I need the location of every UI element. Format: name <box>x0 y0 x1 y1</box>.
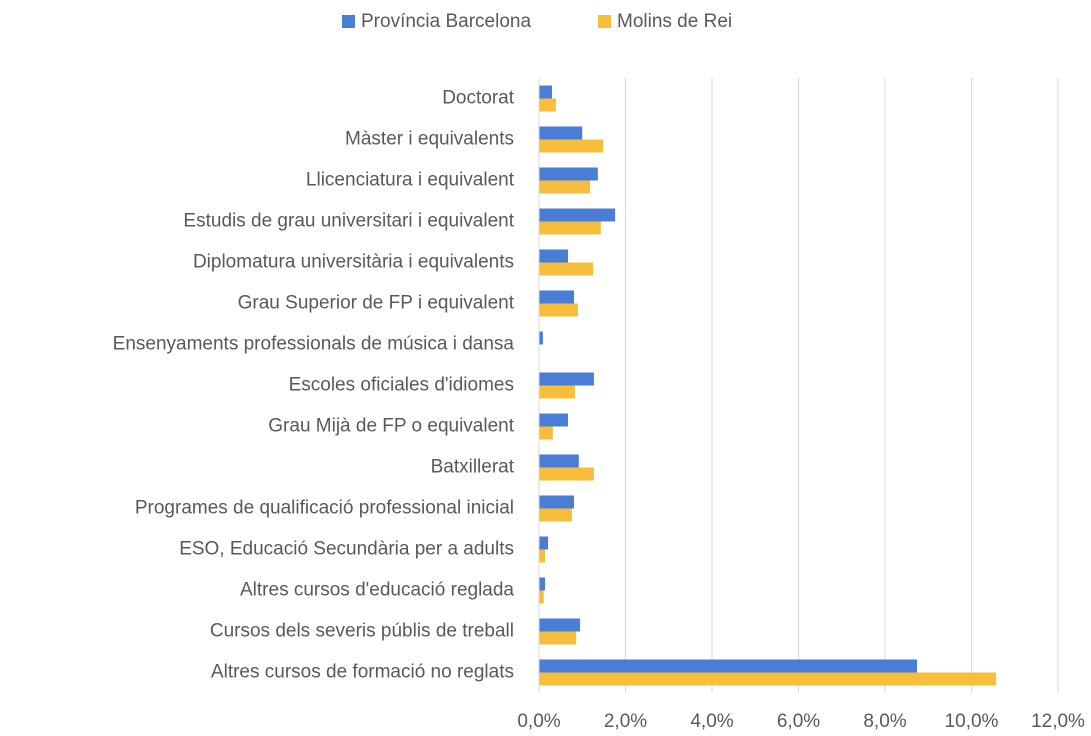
y-tick-label: Màster i equivalents <box>345 129 514 150</box>
x-tick-label: 10,0% <box>945 711 999 732</box>
bar <box>539 413 568 427</box>
y-tick-label: Programes de qualificació professional i… <box>135 498 514 519</box>
bar <box>539 85 552 99</box>
bar <box>539 167 598 181</box>
bar <box>539 331 543 345</box>
bar <box>539 467 594 481</box>
y-tick-label: ESO, Educació Secundària per a adults <box>179 539 514 560</box>
bar <box>539 126 583 140</box>
y-tick-label: Escoles oficiales d'idiomes <box>289 375 514 396</box>
x-tick-label: 8,0% <box>863 711 906 732</box>
bar <box>539 508 572 522</box>
bar <box>539 577 546 591</box>
legend-swatch <box>598 15 611 28</box>
bar <box>539 262 594 276</box>
y-tick-label: Llicenciatura i equivalent <box>306 170 515 191</box>
bar <box>539 495 575 509</box>
bar <box>539 208 616 222</box>
x-tick-label: 0,0% <box>517 711 560 732</box>
y-tick-label: Batxillerat <box>431 457 515 478</box>
legend-swatch <box>342 15 355 28</box>
legend-label: Província Barcelona <box>361 11 531 32</box>
bar <box>539 385 575 399</box>
legend-label: Molins de Rei <box>617 11 732 32</box>
y-tick-label: Altres cursos de formació no reglats <box>211 662 514 683</box>
y-tick-label: Diplomatura universitària i equivalents <box>193 252 514 273</box>
y-tick-label: Cursos dels severis públis de treball <box>210 621 514 642</box>
bar <box>539 139 604 153</box>
bar <box>539 249 568 263</box>
bar <box>539 290 575 304</box>
bar <box>539 659 918 673</box>
y-tick-label: Ensenyaments professionals de música i d… <box>113 334 515 355</box>
x-tick-label: 2,0% <box>604 711 647 732</box>
y-tick-label: Estudis de grau universitari i equivalen… <box>183 211 514 232</box>
y-tick-label: Grau Superior de FP i equivalent <box>238 293 515 314</box>
bar <box>539 303 578 317</box>
x-tick-label: 4,0% <box>690 711 733 732</box>
bar <box>539 372 594 386</box>
bar <box>539 98 556 112</box>
y-tick-label: Altres cursos d'educació reglada <box>240 580 514 601</box>
bar <box>539 549 546 563</box>
bar <box>539 618 581 632</box>
x-tick-label: 6,0% <box>777 711 820 732</box>
x-tick-label: 12,0% <box>1031 711 1085 732</box>
bar <box>539 180 591 194</box>
bar <box>539 631 577 645</box>
bar <box>539 536 549 550</box>
y-tick-label: Doctorat <box>442 88 515 109</box>
bar <box>539 426 553 440</box>
bar <box>539 590 544 604</box>
bar <box>539 221 601 235</box>
bar <box>539 672 997 686</box>
bar <box>539 454 579 468</box>
y-tick-label: Grau Mijà de FP o equivalent <box>268 416 514 437</box>
